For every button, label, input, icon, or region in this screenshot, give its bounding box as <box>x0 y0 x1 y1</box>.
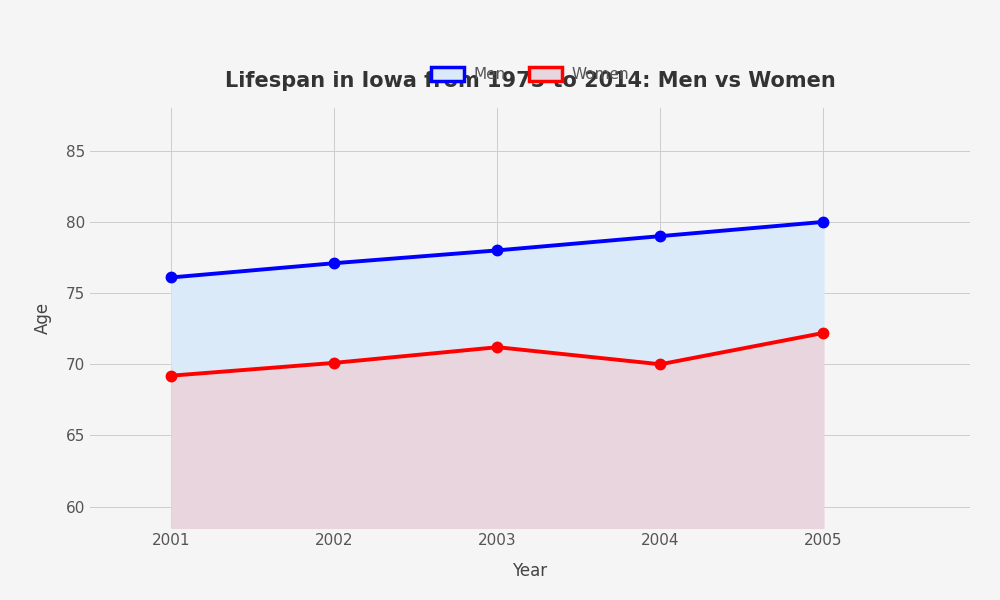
Title: Lifespan in Iowa from 1975 to 2014: Men vs Women: Lifespan in Iowa from 1975 to 2014: Men … <box>225 71 835 91</box>
X-axis label: Year: Year <box>512 562 548 580</box>
Y-axis label: Age: Age <box>34 302 52 334</box>
Legend: Men, Women: Men, Women <box>425 61 635 88</box>
